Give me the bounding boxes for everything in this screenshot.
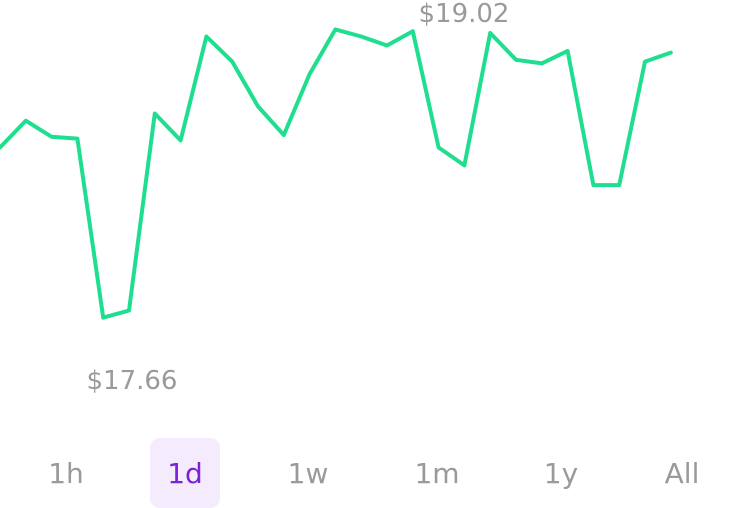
range-button-1m[interactable]: 1m bbox=[414, 456, 460, 490]
range-button-1w[interactable]: 1w bbox=[287, 456, 329, 490]
price-chart: $19.02 $17.66 bbox=[0, 0, 673, 396]
min-price-label: $17.66 bbox=[87, 366, 178, 396]
price-line bbox=[0, 27, 673, 320]
max-price-label: $19.02 bbox=[419, 0, 510, 29]
range-button-all[interactable]: All bbox=[664, 456, 700, 490]
time-range-selector: 1h 1d 1w 1m 1y All bbox=[0, 438, 750, 508]
range-button-1h[interactable]: 1h bbox=[48, 456, 84, 490]
range-button-1y[interactable]: 1y bbox=[543, 456, 579, 490]
range-button-1d[interactable]: 1d bbox=[150, 438, 220, 508]
